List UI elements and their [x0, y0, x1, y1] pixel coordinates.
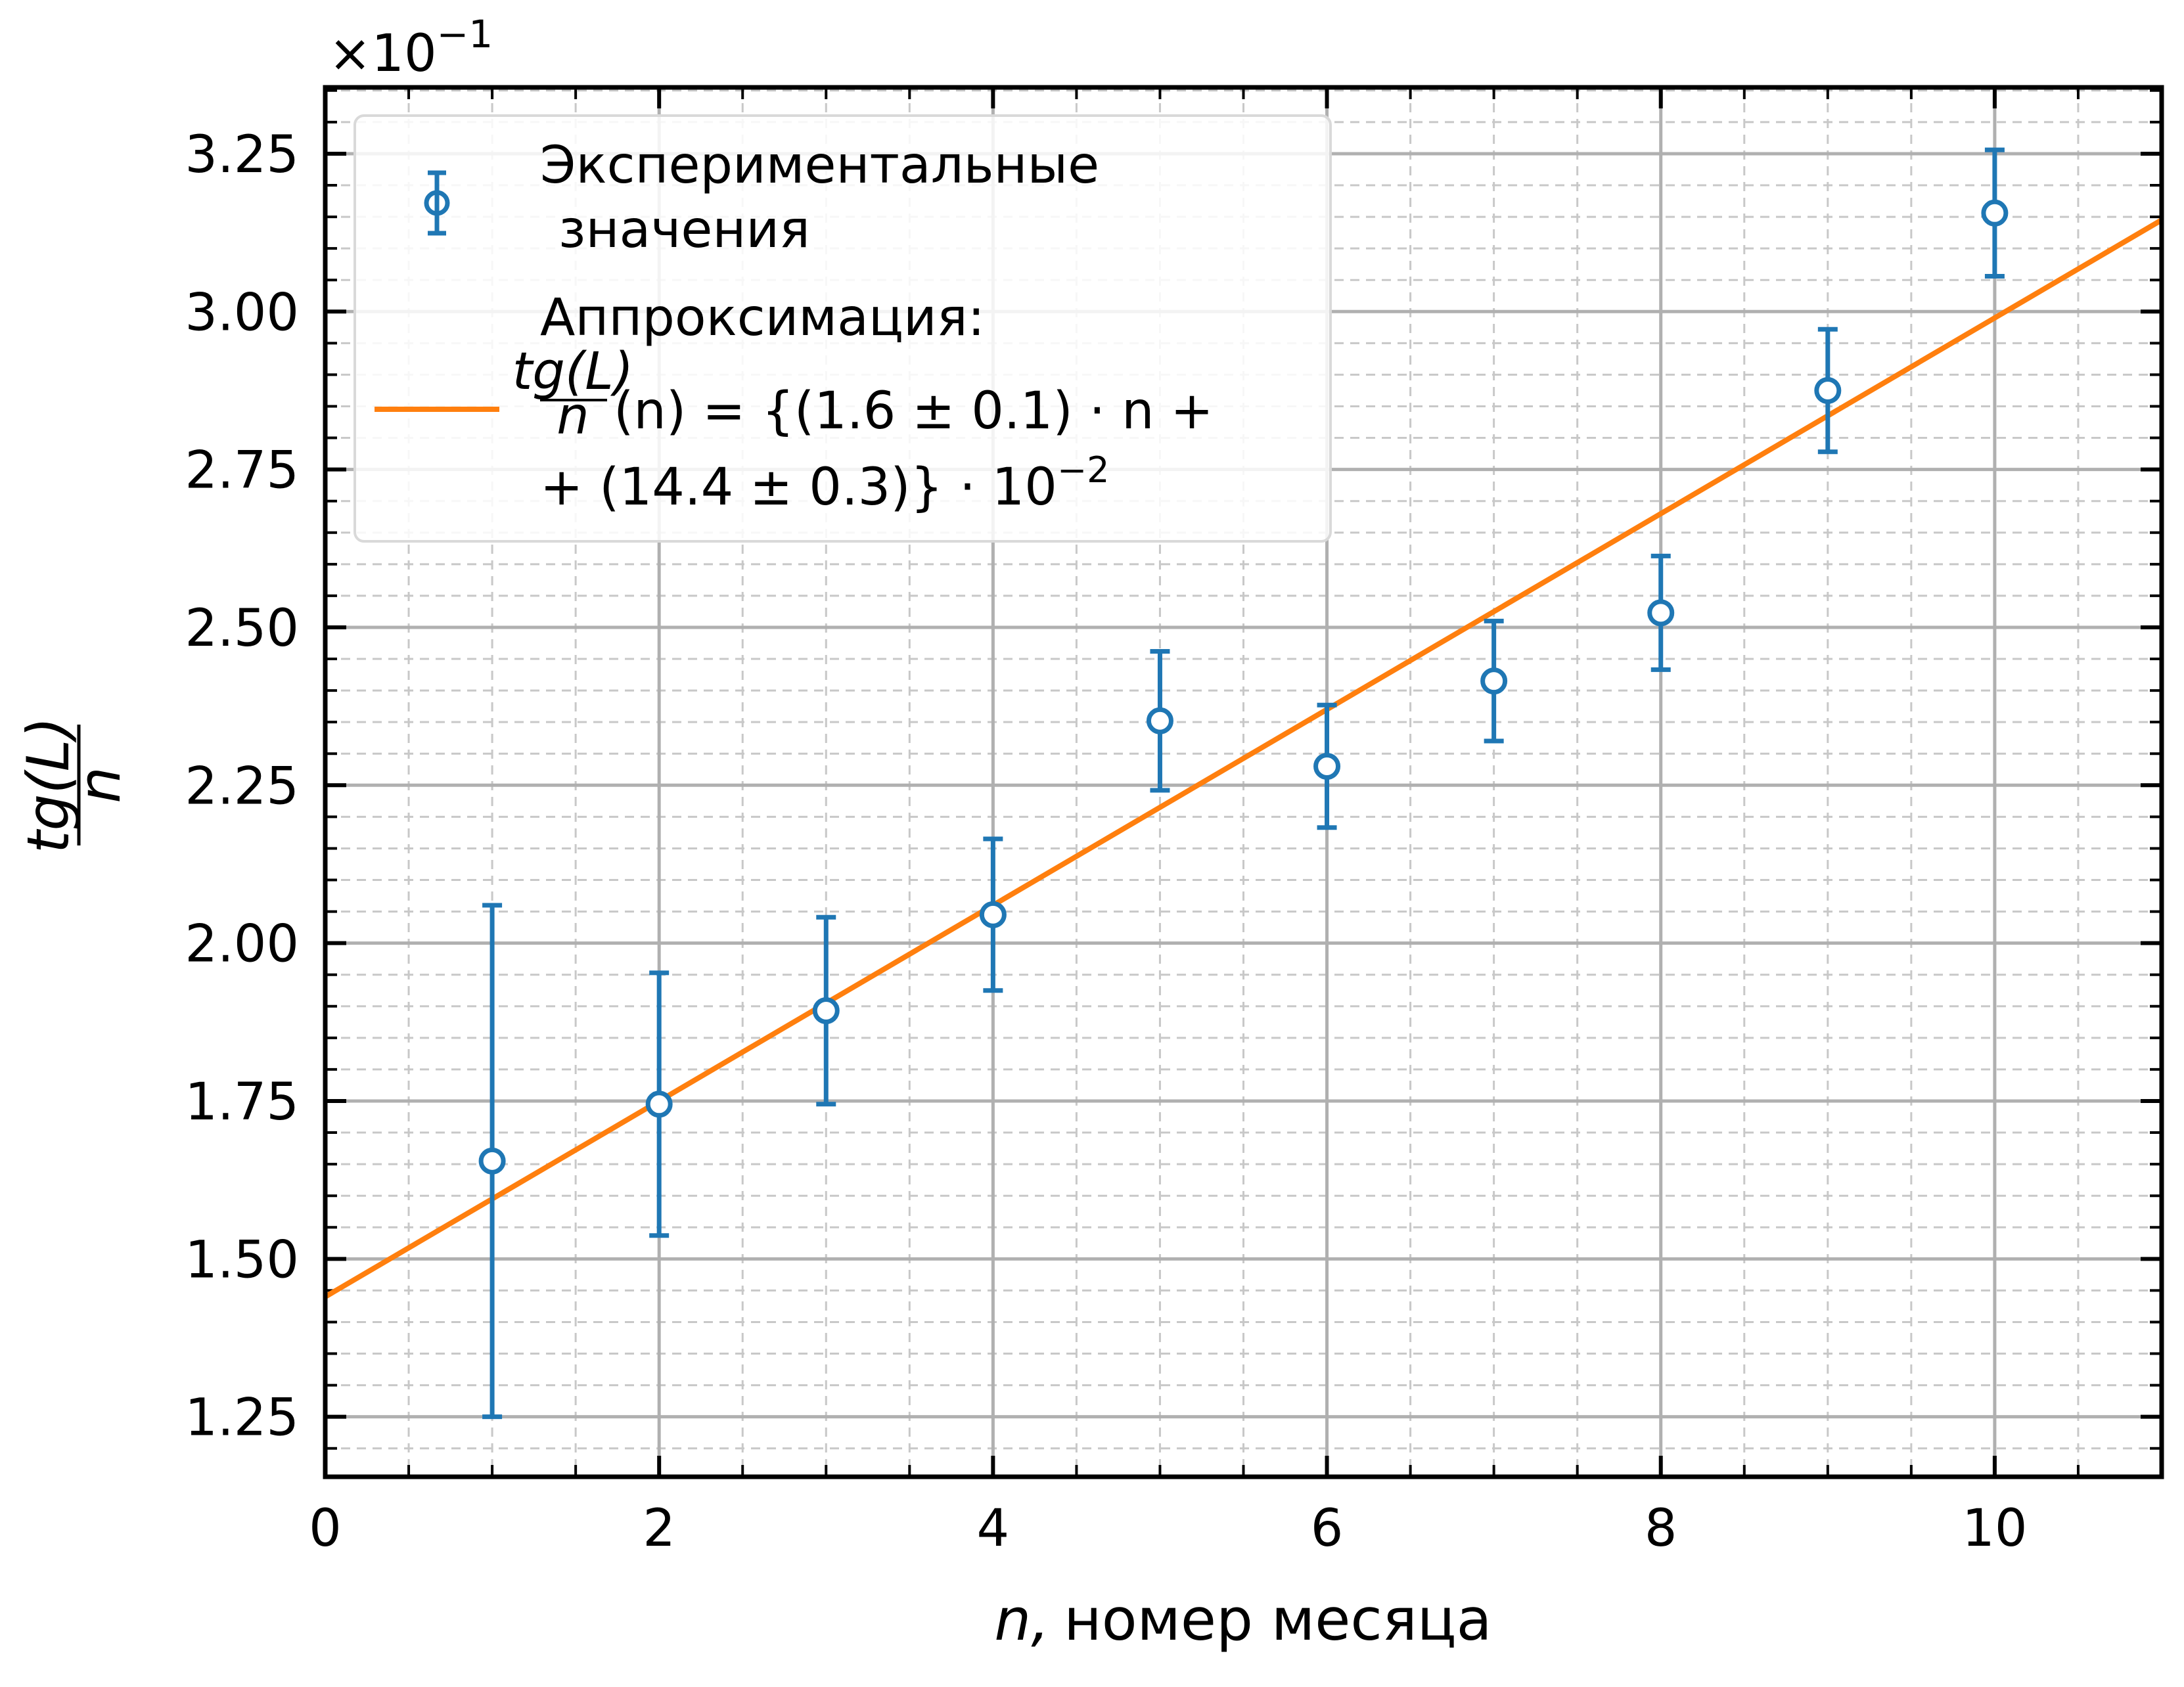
tick-labels: 0 2 4 6 8 10 1.25 1.50 1.75 2.00 2.25 2.50 2.75 3.00 3…: [185, 125, 2027, 1558]
y-offset-text: ×10−1: [329, 12, 493, 83]
y-tick-label: 2.50: [185, 599, 299, 658]
y-tick-label: 2.75: [185, 441, 299, 501]
legend-fit-frac-den: n: [557, 387, 589, 446]
y-tick-label: 1.75: [185, 1073, 299, 1132]
y-tick-label: 1.25: [185, 1389, 299, 1448]
errorbar-point: [1814, 326, 1842, 455]
x-tick-label: 8: [1645, 1499, 1677, 1558]
legend-fit-equation: tg(L) n (n) = {(1.6 ± 0.1) · n + + (14.4…: [512, 342, 1214, 517]
legend-marker-errorbar: [424, 170, 450, 236]
y-tick-label: 2.00: [185, 915, 299, 974]
x-axis-label: n, номер месяца: [994, 1586, 1491, 1653]
data-point-marker: [812, 997, 840, 1025]
data-point-marker: [1313, 752, 1341, 780]
legend-fit-equation-rest: (n) = {(1.6 ± 0.1) · n +: [614, 382, 1214, 441]
plot-frame: [323, 85, 2164, 1479]
legend-box: [353, 114, 1332, 543]
data-point-marker: [1146, 707, 1173, 734]
errorbar-point: [979, 836, 1007, 993]
y-axis-label: tg(L) n: [14, 717, 133, 853]
errorbar-point: [1480, 618, 1508, 744]
errorbar-point: [1313, 702, 1341, 830]
x-tick-label: 6: [1311, 1499, 1344, 1558]
errorbar-point: [1647, 553, 1675, 672]
y-axis-label-numerator: tg(L): [14, 717, 82, 853]
y-tick-label: 2.25: [185, 757, 299, 816]
plot-series: [323, 147, 2164, 1420]
data-point-marker: [1480, 667, 1508, 695]
y-tick-label: 3.25: [185, 125, 299, 185]
errorbar-point: [645, 970, 673, 1238]
legend: Экспериментальные значения Аппроксимация…: [353, 114, 1332, 543]
x-tick-label: 2: [643, 1499, 675, 1558]
x-tick-label: 4: [977, 1499, 1010, 1558]
data-point-marker: [645, 1091, 673, 1118]
legend-fit-equation-line3: + (14.4 ± 0.3)} · 10−2: [540, 449, 1110, 517]
y-tick-label: 3.00: [185, 283, 299, 342]
errorbar-point: [812, 914, 840, 1107]
legend-entry-experimental: Экспериментальные значения: [540, 136, 1116, 259]
data-point-marker: [478, 1147, 506, 1175]
data-point-marker: [1814, 376, 1842, 404]
x-tick-label: 10: [1962, 1499, 2027, 1558]
y-axis-label-denominator: n: [66, 767, 133, 803]
fit-line: [323, 217, 2164, 1299]
data-point-marker: [979, 901, 1007, 928]
legend-entry-fit-title: Аппроксимация:: [540, 288, 985, 348]
errorbar-point: [1981, 147, 2009, 279]
x-tick-label: 0: [309, 1499, 342, 1558]
y-tick-label: 1.50: [185, 1230, 299, 1290]
errorbar-point: [1146, 648, 1173, 793]
legend-fit-frac-num: tg(L): [512, 342, 633, 401]
data-point-marker: [1981, 199, 2009, 227]
errorbar-point: [478, 903, 506, 1420]
data-point-marker: [1647, 599, 1675, 627]
